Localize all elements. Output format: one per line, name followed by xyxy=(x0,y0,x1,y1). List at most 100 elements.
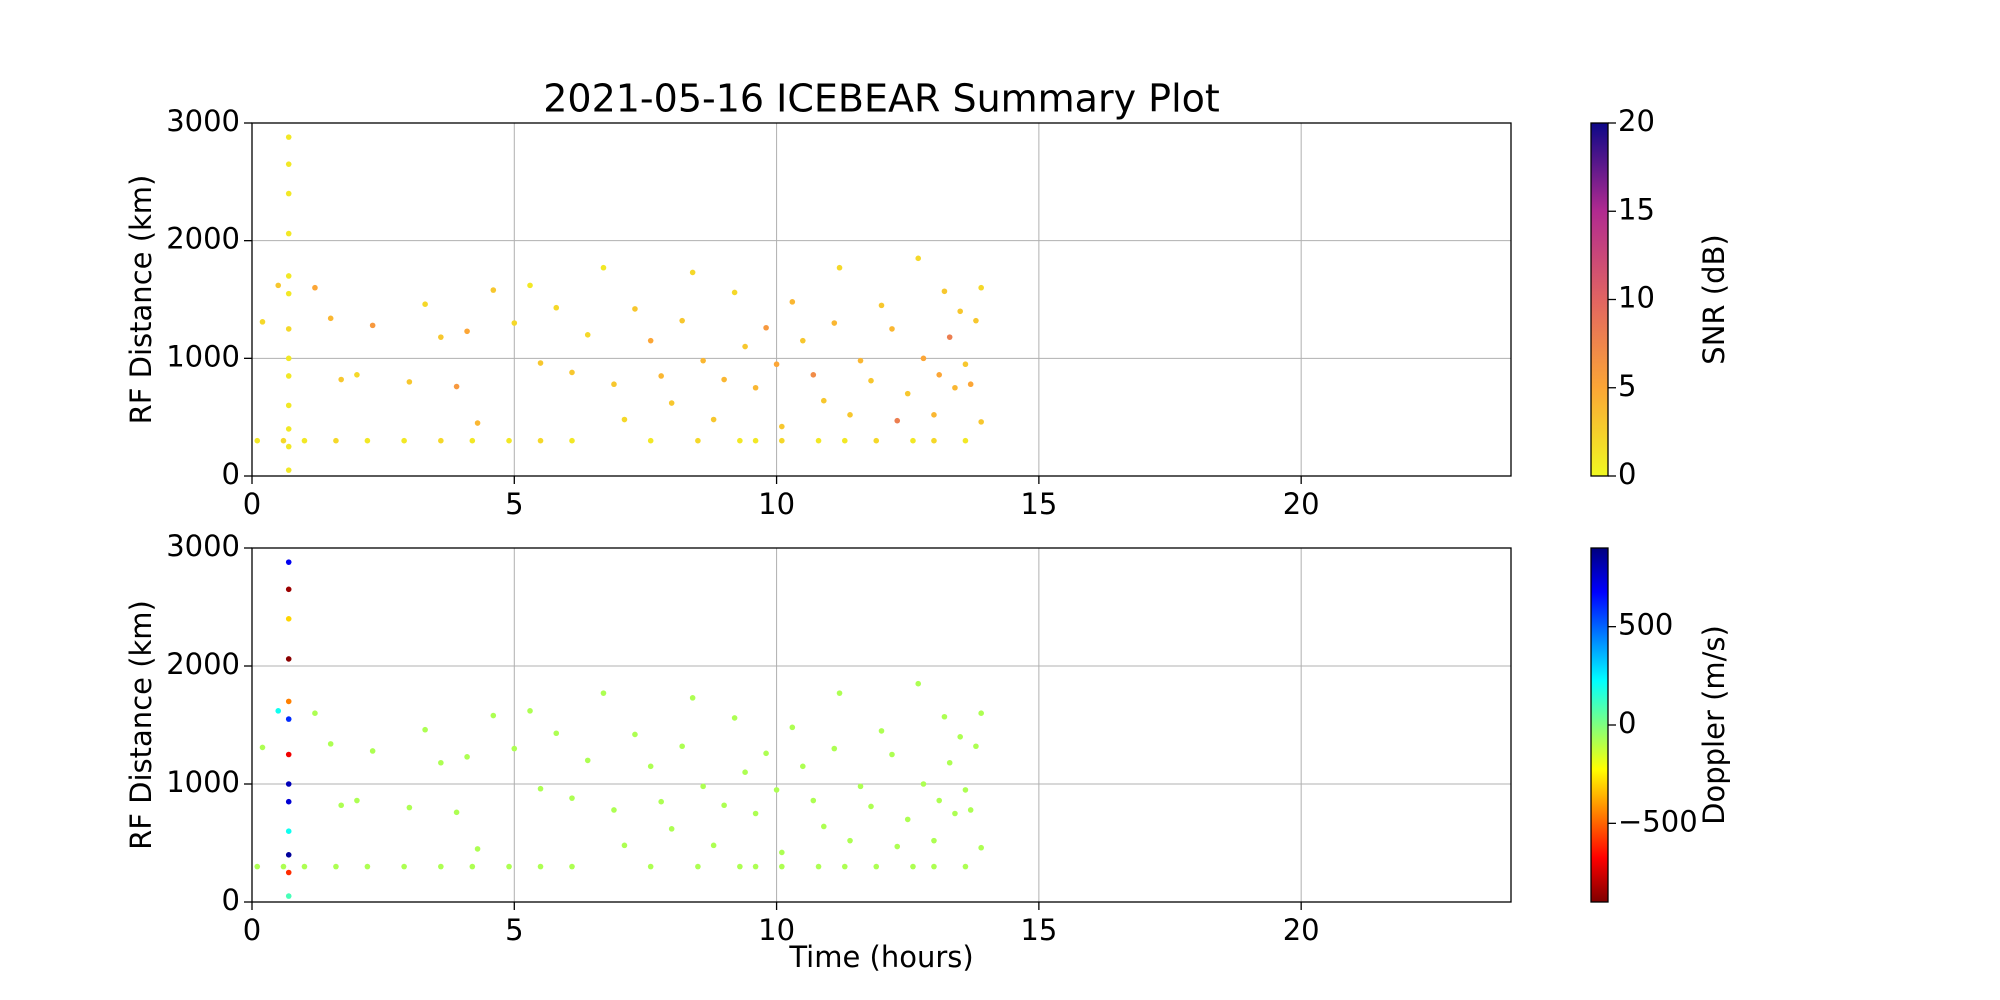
x-tick-label: 10 xyxy=(758,913,795,947)
point xyxy=(301,437,308,444)
point xyxy=(721,376,727,383)
point xyxy=(527,282,533,289)
point xyxy=(752,863,759,870)
colorbar xyxy=(1590,547,1609,903)
point xyxy=(600,264,607,271)
point xyxy=(873,437,880,444)
point xyxy=(537,863,544,870)
point xyxy=(841,863,848,870)
point xyxy=(569,437,575,444)
point xyxy=(438,437,444,444)
point xyxy=(312,710,318,716)
point xyxy=(915,680,922,687)
colorbar-tick-label: 0 xyxy=(1618,706,1636,740)
point xyxy=(621,842,628,849)
point xyxy=(973,743,979,750)
point xyxy=(779,437,785,444)
y-tick-label: 0 xyxy=(222,457,240,491)
point xyxy=(647,337,654,344)
point xyxy=(647,437,654,444)
point xyxy=(464,754,470,760)
point xyxy=(962,437,969,444)
point xyxy=(789,724,796,731)
point xyxy=(737,863,743,870)
point xyxy=(406,804,413,811)
point xyxy=(275,282,282,289)
point xyxy=(553,304,560,311)
point xyxy=(700,783,706,790)
point xyxy=(710,842,717,849)
point xyxy=(527,708,533,714)
point xyxy=(936,372,943,378)
point xyxy=(285,134,292,140)
x-tick-label: 20 xyxy=(1283,913,1320,947)
point xyxy=(537,785,544,792)
point xyxy=(763,324,769,331)
point xyxy=(710,416,717,423)
point xyxy=(611,381,617,388)
point xyxy=(946,334,953,340)
point xyxy=(731,289,738,296)
point xyxy=(474,420,481,426)
point xyxy=(931,837,937,844)
point xyxy=(632,306,638,312)
y-tick-label: 2000 xyxy=(166,647,240,681)
point xyxy=(506,437,512,444)
point xyxy=(569,369,575,376)
x-tick-label: 0 xyxy=(243,487,261,521)
point xyxy=(952,384,958,391)
point xyxy=(647,863,654,870)
point xyxy=(511,320,518,326)
point xyxy=(275,708,282,714)
point xyxy=(800,337,806,344)
point xyxy=(285,852,292,858)
point xyxy=(285,559,292,565)
point xyxy=(742,769,748,775)
point xyxy=(422,301,428,308)
point xyxy=(474,846,481,852)
colorbar-tick-label: −500 xyxy=(1618,804,1698,838)
point xyxy=(952,810,958,817)
point xyxy=(978,419,984,425)
point xyxy=(941,288,948,295)
point xyxy=(915,255,922,262)
point xyxy=(453,383,460,390)
point xyxy=(438,334,444,340)
point xyxy=(967,807,974,813)
x-tick-label: 5 xyxy=(505,487,523,521)
x-tick-label: 0 xyxy=(243,913,261,947)
point xyxy=(815,437,822,444)
point xyxy=(338,376,344,383)
point xyxy=(285,161,292,167)
point xyxy=(285,326,292,332)
point xyxy=(490,712,497,719)
point xyxy=(301,863,308,870)
y-axis-label: RF Distance (km) xyxy=(124,600,158,850)
point xyxy=(312,284,318,291)
point xyxy=(569,863,575,870)
point xyxy=(600,690,607,696)
point xyxy=(773,787,780,793)
point xyxy=(889,751,895,758)
point xyxy=(553,730,560,737)
point xyxy=(936,797,943,804)
point xyxy=(285,698,292,705)
chart-title: 2021-05-16 ICEBEAR Summary Plot xyxy=(543,77,1220,121)
point xyxy=(285,402,292,409)
point xyxy=(285,798,292,805)
point xyxy=(438,863,444,870)
point xyxy=(752,437,759,444)
point xyxy=(668,400,675,406)
point xyxy=(285,716,292,722)
point xyxy=(668,826,675,832)
point xyxy=(689,269,696,276)
point xyxy=(779,863,785,870)
point xyxy=(810,372,817,378)
point xyxy=(889,326,895,332)
point xyxy=(967,381,974,388)
colorbar-tick-label: 20 xyxy=(1618,104,1655,138)
point xyxy=(931,412,937,418)
point xyxy=(327,741,334,747)
point xyxy=(946,759,953,766)
